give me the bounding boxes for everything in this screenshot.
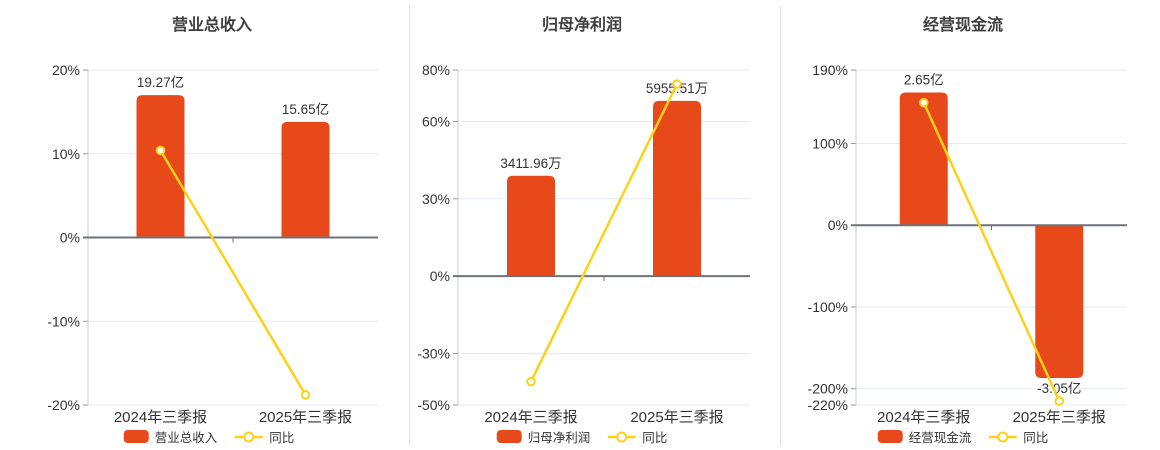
- line-legend-label: 同比: [269, 431, 295, 445]
- x-category-label: 2024年三季报: [114, 409, 207, 426]
- yoy-marker: [672, 79, 682, 89]
- y-tick-label: 0%: [430, 268, 450, 284]
- legend-item-bar-series[interactable]: 经营现金流: [877, 427, 972, 446]
- yoy-line: [529, 83, 679, 383]
- yoy-line: [159, 149, 307, 396]
- legend-item-bar-series[interactable]: 归母净利润: [496, 427, 591, 446]
- line-legend-label: 同比: [1023, 431, 1049, 445]
- bar-legend-label: 归母净利润: [527, 431, 591, 445]
- bar-legend-label: 经营现金流: [908, 431, 972, 445]
- legend-revenue: 营业总收入 同比: [123, 427, 294, 446]
- x-category-label: 2025年三季报: [1013, 409, 1106, 426]
- x-category-label: 2025年三季报: [259, 409, 352, 426]
- bar-legend-label: 营业总收入: [154, 431, 218, 445]
- y-tick-label: 80%: [422, 62, 450, 78]
- bar-swatch-icon: [877, 430, 903, 443]
- chart-title-net-profit: 归母净利润: [541, 17, 623, 34]
- bar-2024年三季报[interactable]: [899, 92, 948, 226]
- yoy-line-icon: [607, 431, 636, 442]
- y-tick-label: -30%: [417, 346, 450, 362]
- yoy-marker: [526, 376, 536, 387]
- legend-item-bar-series[interactable]: 营业总收入: [123, 427, 218, 446]
- bar-2025年三季报[interactable]: [653, 100, 701, 277]
- chart-panel-revenue: 营业总收入 20% 10% 0% -10% -20% 19.27亿 15.65亿 2024年三…: [0, 0, 409, 450]
- y-tick-label: 60%: [422, 114, 450, 130]
- bar-value-label: 19.27亿: [137, 75, 184, 90]
- bar-swatch-icon: [496, 430, 522, 443]
- net-profit-chart-canvas: 80%60%30%0%-30%-50%3411.96万5955.51万2024年…: [417, 62, 750, 426]
- bar-value-label: -3.05亿: [1037, 381, 1081, 396]
- y-tick-label: 100%: [812, 136, 848, 152]
- y-tick-label: -10%: [47, 313, 80, 329]
- y-tick-label: 190%: [812, 62, 848, 78]
- legend-item-line-series[interactable]: 同比: [233, 427, 294, 446]
- yoy-marker: [918, 97, 929, 108]
- bar-2024年三季报[interactable]: [136, 95, 185, 238]
- revenue-chart-canvas: 20% 10% 0% -10% -20% 19.27亿 15.65亿 2024年三季报 2025…: [47, 62, 378, 426]
- bar-2025年三季报[interactable]: [281, 121, 330, 238]
- chart-title-revenue: 营业总收入: [171, 17, 253, 34]
- y-tick-label: 10%: [52, 146, 80, 162]
- legend-item-line-series[interactable]: 同比: [606, 427, 667, 446]
- yoy-line-icon: [988, 431, 1017, 442]
- y-tick-label: 0%: [60, 230, 80, 246]
- y-tick-label: -200%: [808, 381, 848, 397]
- chart-panel-cash-flow: 经营现金流 190% 100% 0% -100% -200% -220% 2.65亿 -3.0…: [780, 0, 1160, 450]
- panel-divider: [409, 6, 410, 446]
- cash-flow-chart-canvas: 190% 100% 0% -100% -200%-220% 2.65亿 -3.05亿 2024…: [808, 62, 1127, 426]
- y-tick-label: 20%: [52, 62, 80, 78]
- x-category-label: 2025年三季报: [630, 409, 723, 426]
- chart-panel-net-profit: 归母净利润 80%60%30%0%-30%-50%3411.96万5955.51…: [409, 0, 780, 450]
- yoy-marker: [155, 145, 166, 156]
- line-legend-label: 同比: [642, 431, 668, 445]
- yoy-line-icon: [234, 431, 263, 442]
- legend-cash-flow: 经营现金流 同比: [877, 427, 1048, 446]
- bar-value-label: 15.65亿: [282, 102, 329, 117]
- yoy-marker: [300, 390, 311, 400]
- bar-value-label: 2.65亿: [904, 73, 944, 88]
- x-category-label: 2024年三季报: [484, 409, 577, 426]
- y-tick-label: 0%: [828, 217, 848, 233]
- panel-divider: [780, 6, 781, 446]
- legend-item-line-series[interactable]: 同比: [987, 427, 1048, 446]
- legend-net-profit: 归母净利润 同比: [496, 427, 667, 446]
- y-tick-label: 30%: [422, 191, 450, 207]
- chart-title-cash-flow: 经营现金流: [922, 17, 1004, 34]
- y-tick-label: -20%: [47, 397, 80, 413]
- bar-2024年三季报[interactable]: [507, 175, 555, 277]
- bar-value-label: 3411.96万: [500, 156, 561, 171]
- y-tick-label: -220%: [808, 397, 848, 413]
- x-category-label: 2024年三季报: [877, 409, 970, 426]
- y-tick-label: -100%: [808, 299, 848, 315]
- yoy-marker: [1054, 396, 1065, 406]
- bar-2025年三季报[interactable]: [1035, 225, 1084, 379]
- yoy-line: [922, 102, 1061, 402]
- bar-swatch-icon: [123, 430, 149, 443]
- y-tick-label: -50%: [417, 397, 450, 413]
